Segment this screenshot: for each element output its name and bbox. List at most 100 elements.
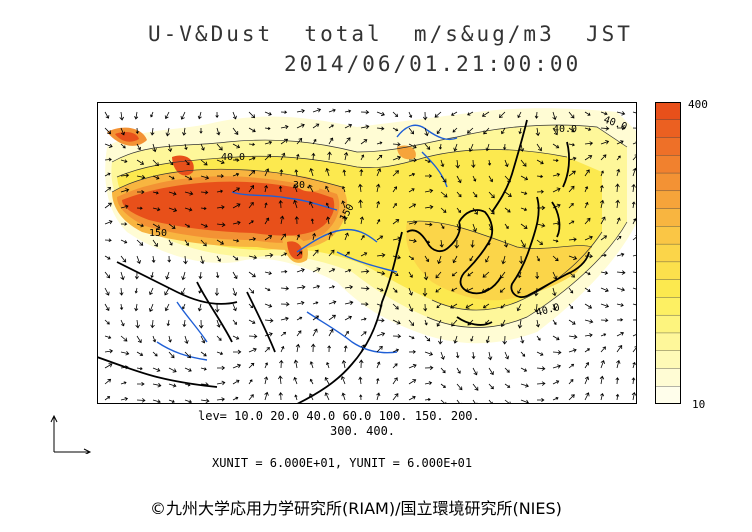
wind-arrow — [520, 191, 528, 195]
legend-max-label: 400 — [688, 98, 708, 111]
wind-arrow — [264, 287, 271, 292]
wind-arrow — [149, 287, 154, 296]
wind-arrow — [424, 239, 431, 244]
wind-arrow — [200, 159, 208, 166]
wind-arrow — [216, 159, 225, 165]
wind-arrow — [152, 239, 158, 247]
wind-arrow — [455, 159, 460, 169]
wind-arrow — [248, 394, 254, 401]
color-legend — [655, 102, 681, 404]
wind-arrow — [182, 319, 187, 328]
wind-arrow — [296, 268, 305, 273]
wind-arrow — [568, 394, 575, 401]
wind-arrow — [248, 127, 256, 133]
wind-arrow — [152, 367, 161, 372]
wind-arrow — [184, 239, 189, 246]
wind-vectors — [104, 108, 637, 404]
wind-arrow — [568, 287, 574, 294]
wind-arrow — [232, 363, 242, 369]
wind-arrow — [408, 363, 417, 369]
wind-arrow — [392, 271, 399, 276]
wind-arrow — [392, 186, 397, 193]
wind-arrow — [568, 363, 575, 369]
wind-arrow — [488, 175, 493, 183]
wind-arrow — [232, 111, 237, 120]
wind-arrow — [280, 269, 288, 274]
wind-arrow — [183, 255, 188, 265]
wind-arrow — [168, 351, 175, 359]
wind-arrow — [471, 351, 476, 360]
wind-arrow — [325, 202, 330, 209]
wind-arrow — [344, 109, 352, 113]
wind-arrow — [198, 319, 204, 329]
wind-arrow — [520, 175, 529, 181]
wind-arrow — [168, 399, 175, 403]
wind-arrow — [278, 200, 283, 209]
wind-arrow — [120, 365, 129, 370]
wind-arrow — [434, 111, 442, 118]
wind-arrow — [296, 316, 303, 321]
wind-arrow — [309, 361, 314, 369]
wind-arrow — [309, 201, 314, 209]
wind-arrow — [296, 108, 305, 114]
wind-arrow — [552, 158, 559, 162]
wind-arrow — [136, 255, 141, 265]
wind-arrow — [535, 127, 541, 137]
wind-arrow — [328, 268, 336, 273]
wind-arrow — [500, 319, 506, 328]
wind-arrow — [296, 330, 302, 337]
wind-arrow — [502, 143, 507, 150]
wind-arrow — [104, 220, 113, 225]
wind-arrow — [200, 382, 209, 387]
wind-arrow — [536, 381, 546, 386]
wind-arrow — [328, 137, 334, 145]
wind-arrow — [104, 172, 111, 177]
wind-arrow — [451, 111, 458, 116]
wind-arrow — [135, 127, 139, 134]
legend-color-cell — [655, 226, 681, 245]
wind-arrow — [104, 202, 112, 209]
wind-arrow — [280, 124, 289, 130]
wind-arrow — [104, 238, 112, 243]
wind-arrow — [360, 317, 367, 321]
wind-arrow — [376, 345, 383, 353]
wind-arrow — [568, 220, 575, 225]
wind-arrow — [376, 271, 386, 276]
wind-arrow — [182, 303, 186, 310]
wind-arrow — [616, 303, 624, 307]
wind-arrow — [615, 183, 620, 193]
wind-arrow — [485, 319, 490, 325]
wind-arrow — [360, 286, 370, 291]
wind-arrow — [360, 344, 366, 353]
wind-arrow — [358, 359, 364, 369]
wind-arrow — [309, 393, 314, 401]
wind-arrow — [600, 318, 609, 323]
wind-arrow — [168, 239, 173, 246]
wind-arrow — [168, 367, 177, 373]
wind-arrow — [120, 335, 128, 342]
wind-arrow — [488, 191, 495, 199]
wind-arrow — [482, 271, 490, 278]
wind-arrow — [552, 396, 559, 401]
wind-arrow — [216, 205, 225, 210]
wind-arrow — [520, 335, 525, 344]
wind-arrow — [328, 300, 337, 305]
wind-arrow — [536, 335, 541, 341]
wind-arrow — [328, 314, 336, 321]
contour-label: 150 — [149, 228, 167, 239]
wind-arrow — [216, 239, 224, 245]
wind-arrow — [359, 169, 364, 177]
wind-arrow — [136, 351, 144, 356]
wind-arrow — [180, 111, 186, 120]
legend-color-cell — [655, 172, 681, 192]
wind-arrow — [584, 376, 590, 385]
wind-arrow — [152, 191, 159, 195]
wind-arrow — [452, 127, 458, 133]
wind-arrow — [134, 287, 138, 294]
wind-arrow — [344, 137, 351, 145]
wind-arrow — [408, 319, 415, 327]
wind-arrow — [504, 191, 512, 197]
wind-arrow — [165, 271, 170, 280]
wind-arrow — [631, 183, 636, 193]
wind-arrow — [326, 361, 330, 369]
